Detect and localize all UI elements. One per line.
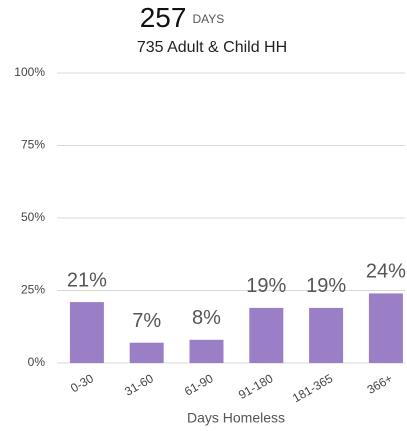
x-tick-label: 61-90 xyxy=(182,371,216,399)
bar xyxy=(368,293,403,363)
y-tick-label: 0% xyxy=(28,355,46,369)
bar xyxy=(309,307,344,363)
bar xyxy=(129,342,164,363)
value-label: 8% xyxy=(192,307,221,329)
bar xyxy=(69,302,104,363)
x-tick-label: 91-180 xyxy=(236,371,276,402)
value-label: 21% xyxy=(67,269,107,291)
chart-title: 257 xyxy=(140,2,187,33)
x-tick-label: 181-365 xyxy=(290,371,335,405)
bar xyxy=(249,307,284,363)
value-label: 19% xyxy=(306,275,346,297)
chart-title-suffix: DAYS xyxy=(192,12,224,26)
value-label: 7% xyxy=(132,310,161,332)
chart-subtitle: 735 Adult & Child HH xyxy=(137,39,287,56)
y-tick-label: 50% xyxy=(21,210,45,224)
value-label: 24% xyxy=(366,261,406,283)
x-tick-label: 0-30 xyxy=(68,371,96,395)
y-tick-label: 75% xyxy=(21,138,45,152)
x-axis-title: Days Homeless xyxy=(187,410,285,426)
bar xyxy=(189,339,224,363)
x-tick-label: 31-60 xyxy=(122,371,156,399)
y-tick-label: 100% xyxy=(14,65,45,79)
x-tick-label: 366+ xyxy=(365,371,395,397)
value-label: 19% xyxy=(246,275,286,297)
chart-title-line: 257 DAYS xyxy=(140,2,225,33)
y-tick-label: 25% xyxy=(21,283,45,297)
